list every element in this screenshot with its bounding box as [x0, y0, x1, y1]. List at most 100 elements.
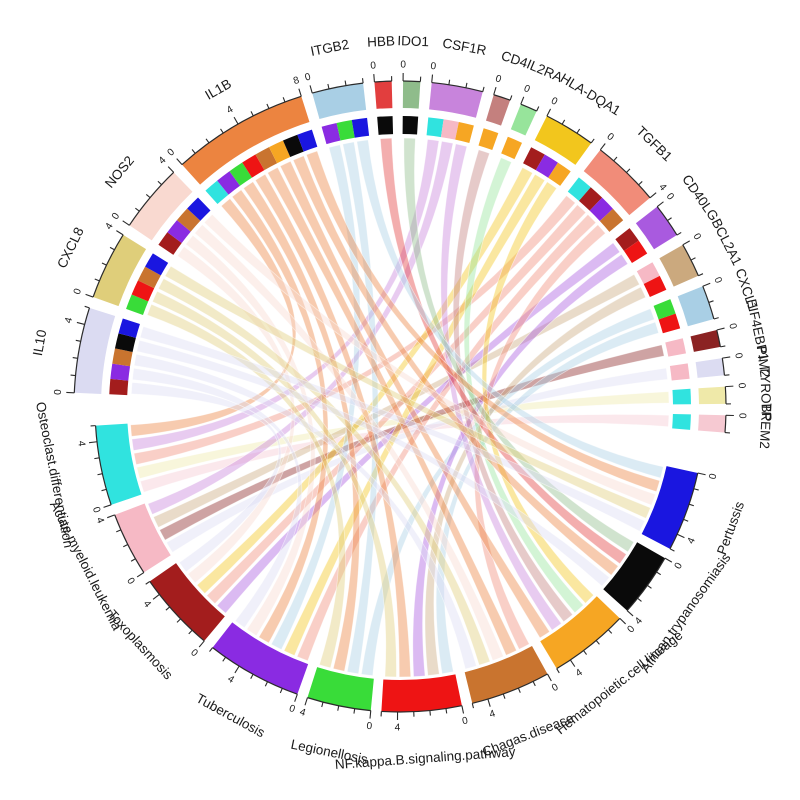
sector-gene-CD40LG	[635, 206, 677, 250]
strip-ITGB2-Legionellosis	[336, 120, 355, 141]
axis-IL10	[73, 307, 91, 393]
sector-pathway-Legionellosis	[307, 667, 374, 711]
tick-BCL2A1-1	[690, 257, 696, 261]
tick-label-Pertussis-4: 4	[686, 536, 699, 546]
tick-IL10-4	[76, 321, 85, 325]
tick-label-Chagas_disease-4: 4	[488, 708, 497, 720]
tick-label-IL1B-4: 4	[225, 104, 236, 117]
tick-TGFB1-1	[613, 156, 618, 162]
tick-label-IL1B-0: 0	[166, 146, 178, 158]
tick-label-EIF4EBP1-0: 0	[726, 322, 738, 330]
sector-gene-IL1B	[182, 96, 310, 185]
tick-IL10-2	[72, 357, 78, 359]
sector-gene-TREM2	[698, 414, 726, 433]
ribbon-HLA-DQA1-to-Tuberculosis	[283, 173, 546, 656]
tick-ITGB2-3	[361, 78, 364, 84]
tick-label-HLA-DQA1-0: 0	[549, 96, 559, 109]
tick-Hematopoietic_cell_lineage-0	[619, 617, 627, 625]
strip-TYROBP-Osteoclast_differentiation	[672, 388, 691, 405]
strip-CXCL8-Chagas_disease	[137, 266, 161, 289]
gene-label-TYROBP: TYROBP	[757, 366, 774, 422]
sector-gene-TYROBP	[698, 386, 726, 405]
strip-IL1B-Tuberculosis	[217, 171, 241, 195]
ribbon-IL1B-to-Tuberculosis	[231, 189, 329, 644]
tick-label-CXCL1-0: 0	[712, 276, 724, 286]
sector-pathway-Toxoplasmosis	[149, 563, 225, 641]
strip-NOS2-Toxoplasmosis	[158, 232, 182, 255]
sector-pathway-Osteoclast_differentiation	[95, 423, 142, 505]
axis-NF_kappa_B_signaling_pathway	[381, 705, 463, 713]
tick-label-Chagas_disease-0: 0	[550, 682, 561, 695]
tick-IL1B-2	[205, 138, 210, 144]
tick-Toxoplasmosis-2	[176, 618, 181, 623]
ribbon-NOS2-to-Tuberculosis	[185, 234, 316, 637]
axis-Hematopoietic_cell_lineage	[556, 617, 621, 670]
tick-Toxoplasmosis-3	[165, 606, 171, 611]
tick-label-ITGB2-0: 0	[304, 71, 313, 83]
tick-label-IL1B-8: 8	[292, 75, 301, 87]
ribbon-NOS2-to-Pertussis	[203, 213, 656, 506]
ribbon-CSF1R-to-Acute_myeloid_leukemia	[147, 140, 454, 515]
strip-HLA-DQA1-Tuberculosis	[535, 154, 558, 178]
strip-IL10-Toxoplasmosis	[109, 378, 129, 396]
strip-CSF1R-Acute_myeloid_leukemia	[440, 119, 459, 140]
tick-label-Acute_myeloid_leukemia-0: 0	[124, 576, 136, 587]
strip-IDO1-African_trypanosomiasis	[402, 116, 419, 135]
sector-gene-EIF4EBP1	[690, 329, 721, 352]
tick-CSF1R-3	[482, 86, 485, 92]
strip-CSF1R-Osteoclast_differentiation	[426, 117, 444, 138]
tick-IL1B-0	[176, 158, 183, 165]
tick-Chagas_disease-0	[546, 673, 552, 682]
tick-Hematopoietic_cell_lineage-4	[569, 659, 576, 667]
tick-Osteoclast_differentiation-1	[101, 488, 107, 492]
strip-NOS2-Chagas_disease	[176, 208, 201, 232]
tick-Osteoclast_differentiation-3	[94, 457, 100, 460]
tick-African_trypanosomiasis-2	[647, 584, 652, 589]
tick-label-African_trypanosomiasis-0: 0	[673, 561, 686, 572]
tick-CSF1R-1	[448, 79, 451, 85]
tick-Acute_myeloid_leukemia-4	[107, 514, 115, 519]
tick-label-Pertussis-0: 0	[707, 472, 719, 480]
strip-CD40LG-NF_kappa_B_signaling_pathway	[623, 240, 648, 264]
tick-IL10-5	[84, 305, 90, 309]
tick-CSF1R-2	[465, 82, 468, 88]
tick-label-CD4-0: 0	[494, 73, 503, 85]
tick-Tuberculosis-4	[234, 665, 240, 674]
sector-gene-CXCL8	[93, 234, 147, 307]
tick-NOS2-1	[135, 207, 140, 212]
tick-CXCL1-1	[708, 300, 714, 303]
axis-IDO1	[403, 80, 421, 83]
axis-HLA-DQA1	[546, 115, 592, 144]
axis-Pertussis	[669, 472, 699, 550]
sector-gene-IL10	[74, 307, 116, 394]
tick-CXCL8-1	[94, 278, 100, 282]
tick-Acute_myeloid_leukemia-0	[136, 572, 145, 578]
tick-CD4-0	[493, 86, 497, 95]
tick-label-CD40LG-0: 0	[664, 191, 676, 202]
tick-TGFB1-3	[638, 181, 643, 186]
axis-CXCL8	[92, 234, 124, 298]
tick-label-Osteoclast_differentiation-4: 4	[75, 440, 87, 447]
ribbon-IL1B-to-Hematopoietic_cell_lineage	[279, 160, 551, 639]
ribbon-CXCL8-to-NF_kappa_B_signaling_pathway	[152, 290, 397, 678]
tick-IL1B-3	[220, 128, 224, 134]
tick-label-NOS2-0: 0	[110, 211, 122, 222]
tick-Tuberculosis-6	[209, 647, 214, 652]
sector-pathway-Acute_myeloid_leukemia	[114, 503, 171, 573]
tick-CD40LG-2	[676, 231, 682, 236]
tick-label-Legionellosis-0: 0	[366, 721, 373, 733]
strip-IL10-Chagas_disease	[112, 348, 133, 367]
ribbon-TGFB1-to-Osteoclast_differentiation	[133, 195, 576, 466]
ribbon-HBB-to-African_trypanosomiasis	[379, 137, 627, 565]
tick-NOS2-3	[157, 180, 162, 186]
tick-Tuberculosis-1	[279, 688, 283, 694]
tick-label-IL10-4: 4	[63, 316, 75, 325]
strip-BCL2A1-Acute_myeloid_leukemia	[636, 262, 660, 284]
tick-Acute_myeloid_leukemia-1	[130, 558, 136, 562]
tick-EIF4EBP1-1	[720, 345, 726, 348]
tick-ITGB2-0	[309, 85, 313, 94]
axis-IL1B	[181, 95, 302, 166]
strip-IL1B-Chagas_disease	[255, 147, 278, 171]
